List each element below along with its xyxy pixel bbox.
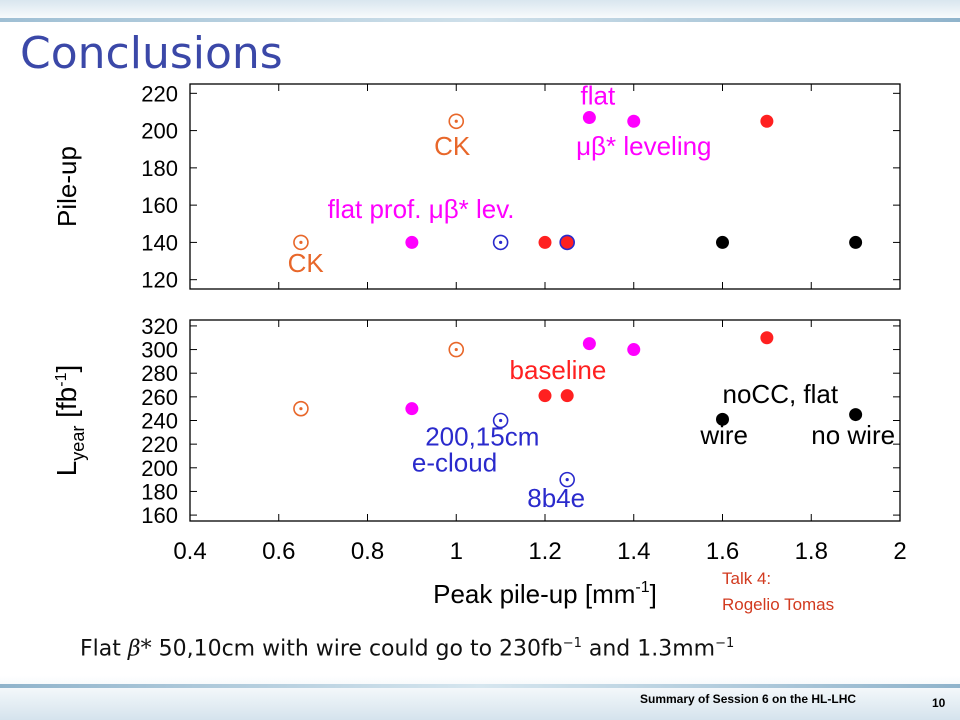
annotation-0-3: flat prof. μβ* lev.	[328, 194, 515, 224]
data-point-0-11	[849, 235, 863, 249]
data-point-0-4	[627, 114, 641, 128]
data-point-center-0-1	[454, 119, 458, 123]
annotation-1-3: no wire	[811, 420, 895, 450]
talk-note-line-1: Talk 4:	[722, 569, 772, 588]
data-point-0-0	[293, 234, 309, 251]
data-point-center-0-0	[299, 240, 303, 245]
data-point-center-1-9	[565, 478, 569, 482]
annotation-1-5: e-cloud	[412, 447, 497, 477]
page-number: 10	[932, 696, 946, 710]
data-point-1-10	[716, 412, 729, 426]
data-point-1-7	[760, 331, 774, 345]
footer-text: Summary of Session 6 on the HL-LHC	[640, 692, 857, 706]
y-axis-label-0: Pile-up	[52, 146, 82, 227]
annotation-1-4: 200,15cm	[425, 421, 539, 451]
y-tick-label-1-8: 160	[141, 503, 178, 528]
talk-note-line-2: Rogelio Tomas	[722, 595, 835, 614]
data-point-1-2	[405, 402, 419, 416]
data-point-0-5	[492, 234, 509, 251]
annotation-0-4: CK	[288, 248, 325, 278]
data-point-0-2	[405, 235, 419, 249]
data-point-1-11	[849, 408, 863, 422]
header-rule	[0, 18, 960, 22]
y-tick-label-1-0: 320	[141, 314, 178, 339]
x-tick-label-8: 2	[893, 538, 906, 565]
data-point-1-8	[492, 412, 509, 429]
y-tick-label-1-6: 200	[141, 456, 178, 481]
data-point-1-5	[538, 389, 552, 403]
y-tick-label-0-0: 220	[141, 81, 178, 106]
data-point-center-0-5	[499, 240, 503, 245]
data-point-center-1-8	[499, 418, 503, 423]
conclusion-exp-2: −1	[715, 636, 735, 651]
data-point-1-3	[582, 337, 596, 351]
header-band	[0, 0, 960, 22]
annotation-0-0: flat	[581, 81, 616, 111]
annotation-1-0: baseline	[510, 355, 607, 385]
x-tick-label-5: 1.4	[617, 538, 650, 565]
conclusion-text: Flat β* 50,10cm with wire could go to 23…	[80, 636, 734, 661]
y-tick-label-0-4: 140	[141, 230, 178, 255]
y-tick-label-1-7: 180	[141, 479, 178, 504]
data-point-0-10	[716, 235, 729, 249]
y-tick-label-1-3: 260	[141, 385, 178, 410]
data-point-0-8	[559, 234, 575, 251]
footer-band	[0, 676, 960, 720]
annotation-0-2: CK	[434, 131, 471, 161]
data-point-1-4	[627, 343, 641, 357]
y-tick-label-0-5: 120	[141, 268, 178, 293]
data-point-0-6	[538, 235, 552, 249]
footer-rule	[0, 684, 960, 688]
x-tick-label-2: 0.8	[351, 538, 384, 565]
x-tick-label-6: 1.6	[706, 538, 739, 565]
y-tick-label-1-5: 220	[141, 432, 178, 457]
annotation-1-6: 8b4e	[527, 483, 585, 513]
y-tick-label-1-2: 280	[141, 361, 178, 386]
x-axis-label: Peak pile-up [mm-1]	[433, 579, 657, 609]
data-point-0-9	[760, 114, 774, 128]
x-tick-label-4: 1.2	[528, 538, 561, 565]
annotation-1-2: wire	[699, 420, 748, 450]
y-tick-label-0-1: 200	[141, 119, 178, 144]
slide-title: Conclusions	[20, 28, 283, 79]
data-point-1-0	[293, 400, 309, 417]
data-point-1-6	[560, 389, 574, 403]
data-point-0-7	[560, 235, 574, 249]
data-point-1-9	[559, 471, 575, 488]
data-point-1-1	[448, 341, 465, 358]
y-tick-label-0-3: 160	[141, 193, 178, 218]
y-tick-label-1-1: 300	[141, 338, 178, 363]
conclusion-part-2: 50,10cm with wire could go to 230fb	[151, 636, 563, 662]
conclusion-exp-1: −1	[562, 636, 582, 651]
data-point-0-1	[448, 113, 465, 130]
data-point-center-1-0	[299, 407, 303, 411]
annotation-0-1: μβ* leveling	[576, 131, 711, 161]
x-tick-label-3: 1	[450, 538, 463, 565]
data-point-0-3	[582, 111, 596, 125]
x-tick-label-1: 0.6	[262, 538, 295, 565]
x-tick-label-0: 0.4	[173, 538, 206, 565]
talk-note: Talk 4: Rogelio Tomas	[722, 566, 834, 618]
annotation-1-1: noCC, flat	[723, 379, 839, 409]
data-point-center-1-1	[454, 347, 458, 352]
y-tick-label-1-4: 240	[141, 409, 178, 434]
conclusion-beta: β*	[127, 636, 152, 662]
conclusion-part-1: Flat	[80, 636, 128, 662]
y-axis-label-1: Lyear [fb-1]	[51, 365, 88, 477]
conclusion-part-3: and 1.3mm	[581, 636, 716, 662]
x-tick-label-7: 1.8	[795, 538, 828, 565]
y-tick-label-0-2: 180	[141, 156, 178, 181]
